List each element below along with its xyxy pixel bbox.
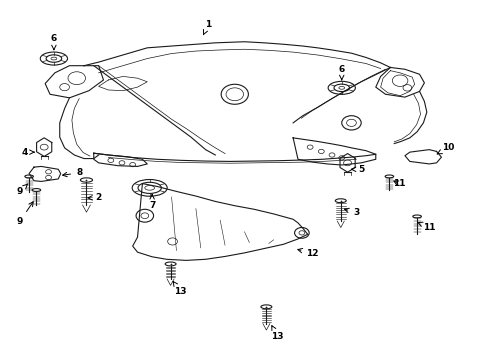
Text: 11: 11 <box>392 179 405 188</box>
Text: 2: 2 <box>88 193 102 202</box>
Text: 6: 6 <box>338 65 344 80</box>
Text: 13: 13 <box>173 282 186 296</box>
Text: 8: 8 <box>62 168 82 177</box>
Text: 4: 4 <box>21 148 34 157</box>
Text: 6: 6 <box>51 35 57 50</box>
Text: 9: 9 <box>17 184 28 196</box>
Text: 5: 5 <box>351 165 364 174</box>
Text: 9: 9 <box>17 202 33 226</box>
Text: 3: 3 <box>344 208 359 217</box>
Text: 12: 12 <box>297 248 318 258</box>
Text: 13: 13 <box>271 326 283 341</box>
Text: 10: 10 <box>436 143 454 154</box>
Text: 7: 7 <box>149 194 155 210</box>
Text: 11: 11 <box>417 222 435 231</box>
Text: 1: 1 <box>203 20 211 35</box>
